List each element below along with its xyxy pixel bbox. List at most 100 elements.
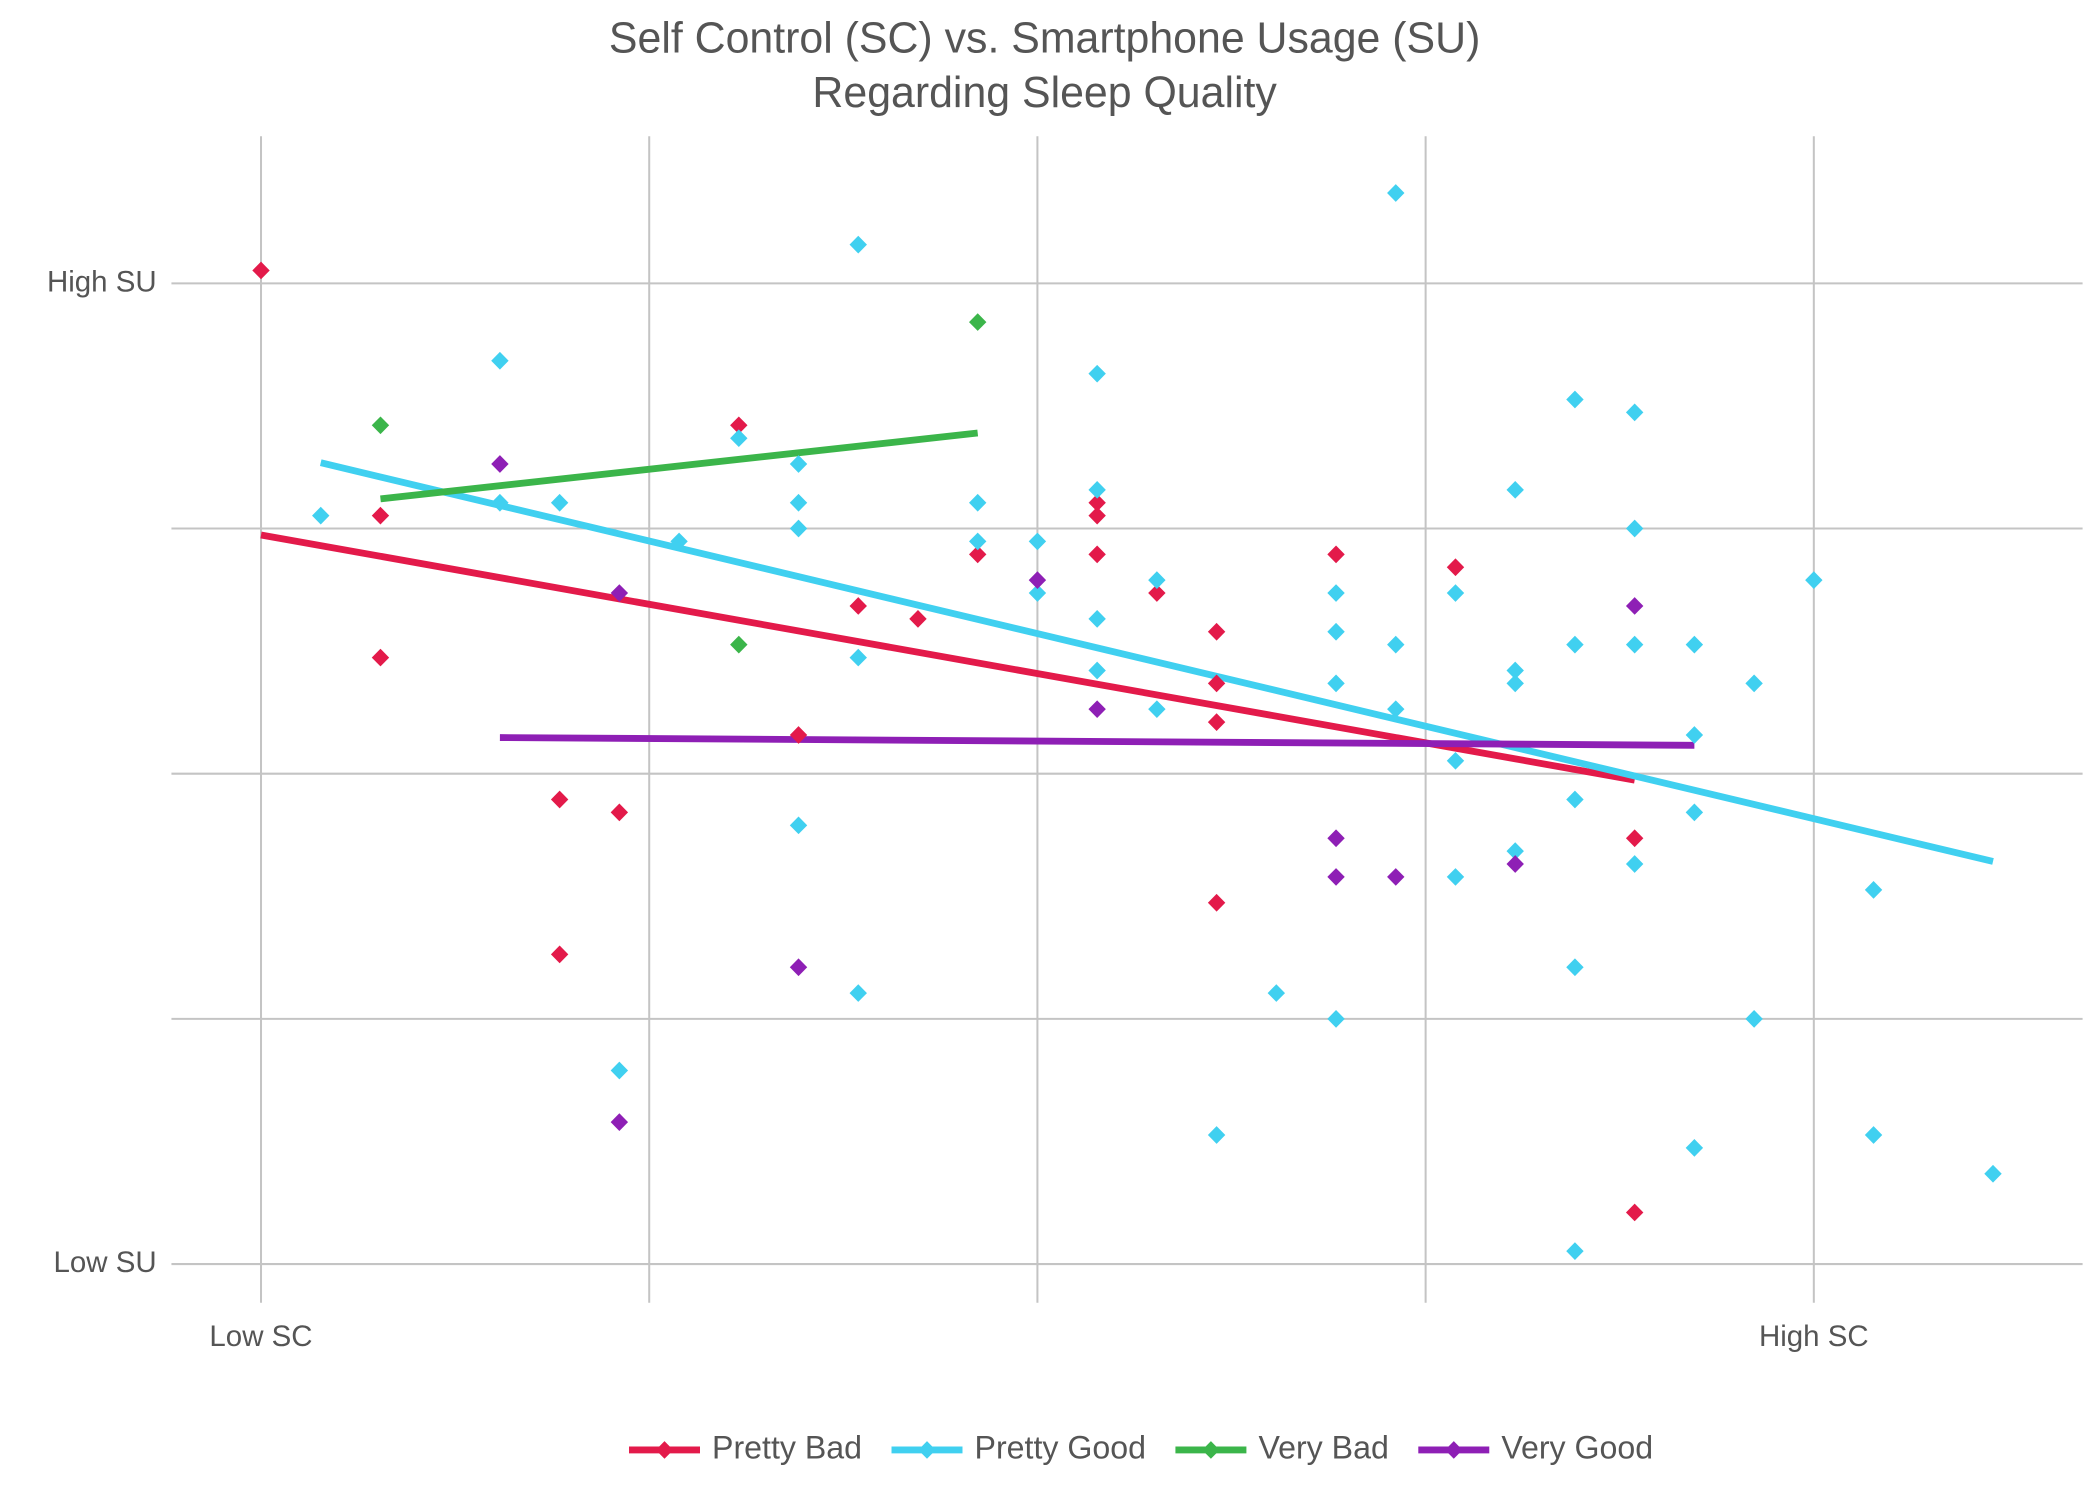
point: [610, 1113, 629, 1131]
y-tick-label: Low SU: [54, 1246, 157, 1279]
point: [789, 958, 808, 977]
x-tick-label: Low SC: [209, 1320, 312, 1353]
legend-marker: [1445, 1441, 1463, 1459]
point: [1506, 480, 1524, 499]
point: [252, 261, 270, 280]
point: [1805, 571, 1823, 590]
point: [789, 493, 808, 512]
point: [1685, 635, 1704, 654]
point: [1506, 661, 1524, 680]
point: [1088, 545, 1106, 564]
point: [1207, 893, 1226, 912]
legend-marker: [1202, 1441, 1220, 1459]
point: [1028, 532, 1047, 551]
point: [849, 597, 867, 615]
legend-item: Pretty Good: [891, 1429, 1146, 1466]
point: [1685, 726, 1704, 744]
point: [1148, 700, 1166, 719]
point: [1625, 855, 1644, 873]
point: [312, 506, 330, 525]
point: [1387, 868, 1405, 886]
legend-label: Pretty Good: [975, 1429, 1146, 1465]
point: [730, 416, 748, 435]
point: [789, 816, 808, 835]
point: [1506, 842, 1524, 860]
legend-item: Pretty Bad: [629, 1429, 862, 1466]
legend-marker: [918, 1441, 936, 1459]
point: [1327, 1010, 1345, 1028]
legend-item: Very Bad: [1175, 1429, 1389, 1466]
point: [968, 532, 987, 551]
point: [1745, 1010, 1763, 1028]
legend-label: Pretty Bad: [712, 1429, 862, 1465]
point: [1088, 506, 1106, 525]
point: [1506, 855, 1524, 873]
point: [1327, 584, 1345, 602]
point: [1207, 713, 1226, 731]
x-tick-label: High SC: [1759, 1320, 1869, 1353]
trend-line: [319, 459, 1994, 865]
point: [1625, 597, 1644, 615]
point: [789, 519, 808, 538]
legend-label: Very Good: [1501, 1429, 1653, 1465]
point: [550, 493, 569, 512]
point: [1207, 622, 1226, 641]
point: [1625, 519, 1644, 538]
point: [1088, 609, 1106, 628]
point: [1446, 584, 1465, 602]
point: [1566, 390, 1584, 409]
point: [1148, 571, 1166, 590]
point: [1566, 958, 1584, 977]
point: [610, 1061, 629, 1080]
point: [1625, 635, 1644, 654]
trend-lines: [260, 429, 1994, 865]
point: [730, 429, 748, 448]
point: [909, 609, 927, 628]
point: [1028, 571, 1047, 590]
legend-label: Very Bad: [1258, 1429, 1388, 1465]
point: [371, 416, 390, 435]
points: [252, 184, 2002, 1261]
point: [1566, 1242, 1584, 1261]
point: [1327, 829, 1345, 848]
point: [968, 313, 987, 331]
point: [1327, 622, 1345, 641]
legend-item: Very Good: [1418, 1429, 1653, 1466]
point: [1088, 480, 1106, 499]
point: [1625, 829, 1644, 848]
point: [1446, 868, 1465, 886]
point: [1685, 803, 1704, 822]
point: [1088, 364, 1106, 383]
grid: Low SC High SC Low SU High SU: [47, 136, 2083, 1353]
point: [1327, 868, 1345, 886]
chart-title: Self Control (SC) vs. Smartphone Usage (…: [609, 14, 1480, 62]
point: [550, 945, 569, 964]
point: [1625, 403, 1644, 422]
point: [789, 455, 808, 473]
point: [1745, 674, 1763, 693]
point: [1446, 751, 1465, 770]
point: [1387, 635, 1405, 654]
point: [1566, 790, 1584, 809]
point: [1984, 1164, 2002, 1183]
point: [1267, 984, 1286, 1002]
point: [849, 648, 867, 667]
point: [1864, 1126, 1883, 1144]
trend-line: [499, 734, 1695, 749]
trend-line: [260, 531, 1636, 784]
point: [491, 351, 509, 370]
point: [849, 235, 867, 254]
point: [491, 493, 509, 512]
point: [371, 648, 390, 667]
trend-line: [380, 429, 979, 503]
point: [1207, 1126, 1226, 1144]
point: [491, 455, 509, 473]
point: [1387, 700, 1405, 719]
point: [1864, 880, 1883, 899]
point: [849, 984, 867, 1002]
legend: Pretty Bad Pretty Good Very Bad Very Good: [629, 1429, 1653, 1466]
point: [1506, 674, 1524, 693]
chart-subtitle: Regarding Sleep Quality: [812, 69, 1277, 117]
